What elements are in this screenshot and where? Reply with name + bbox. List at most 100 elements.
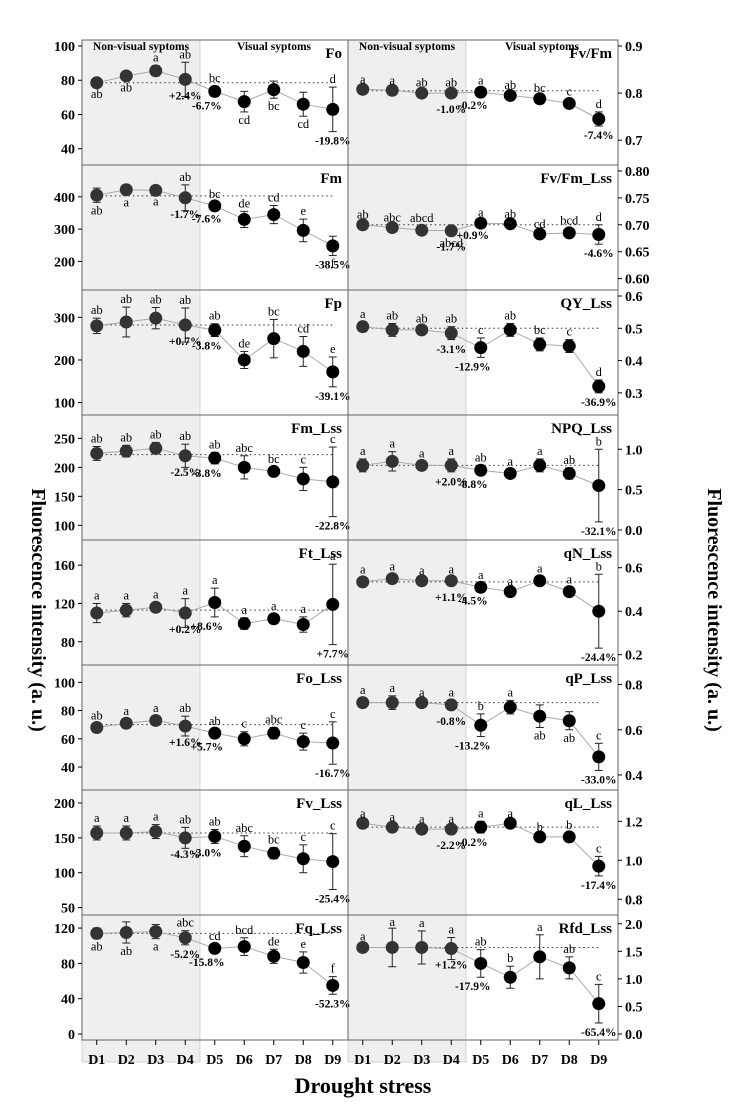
significance-letter: c: [596, 728, 602, 742]
data-point-D9: [326, 855, 340, 869]
data-point-D6: [237, 460, 251, 474]
data-point-D7: [533, 458, 547, 472]
significance-letter: a: [360, 72, 366, 86]
data-point-D5: [208, 941, 222, 955]
significance-letter: a: [123, 588, 129, 602]
percent-change-label: -2.5%: [170, 467, 200, 479]
y-tick-label: 80: [61, 957, 75, 972]
data-point-D3: [415, 458, 429, 472]
significance-letter: a: [507, 454, 513, 468]
data-point-D5: [208, 596, 222, 609]
data-point-D1: [90, 188, 104, 202]
data-point-D6: [237, 95, 251, 109]
y-tick-label: 40: [61, 143, 75, 158]
significance-letter: ab: [445, 312, 457, 326]
data-point-D5: [208, 829, 222, 843]
panel-title: Fo: [325, 46, 342, 62]
data-point-D4: [444, 224, 458, 238]
significance-letter: abc: [177, 916, 195, 930]
data-point-D2: [385, 940, 399, 954]
significance-letter: bc: [209, 71, 221, 85]
significance-letter: a: [448, 812, 454, 826]
y-tick-label: 0.3: [625, 387, 643, 402]
panel-title: Ft_Lss: [299, 546, 343, 562]
significance-letter: ab: [179, 170, 191, 184]
data-point-D9: [592, 859, 606, 873]
significance-letter: c: [478, 323, 484, 337]
data-point-D5: [208, 726, 222, 740]
y-tick-label: 100: [54, 867, 75, 882]
significance-letter: abc: [236, 441, 254, 455]
data-point-D2: [385, 820, 399, 834]
data-point-D8: [562, 226, 576, 240]
significance-letter: bcd: [235, 923, 254, 937]
significance-letter: a: [94, 588, 100, 602]
y-tick-label: 0.8: [625, 87, 643, 102]
x-tick-label-D8: D8: [561, 1053, 578, 1068]
data-point-D1: [90, 606, 104, 620]
x-tick-label-D4: D4: [443, 1053, 460, 1068]
data-point-D1: [90, 446, 104, 460]
y-tick-label: 400: [54, 191, 75, 206]
percent-change-label: -13.2%: [455, 741, 490, 753]
data-point-D7: [533, 92, 547, 106]
data-point-D6: [503, 88, 517, 102]
data-point-D8: [562, 96, 576, 110]
x-tick-label-D5: D5: [206, 1053, 223, 1068]
significance-letter: ab: [504, 308, 516, 322]
data-point-D5: [474, 463, 488, 477]
x-tick-label-D1: D1: [88, 1053, 105, 1068]
significance-letter: ab: [416, 312, 428, 326]
significance-letter: c: [566, 325, 572, 339]
significance-letter: a: [212, 573, 218, 587]
y-tick-label: 80: [61, 636, 75, 651]
significance-letter: de: [268, 934, 280, 948]
percent-change-label: -17.4%: [581, 880, 616, 892]
x-tick-label-D5: D5: [472, 1053, 489, 1068]
data-point-D8: [296, 618, 310, 632]
x-axis-title: Drought stress: [295, 1073, 432, 1098]
significance-letter: c: [596, 841, 602, 855]
panel-title: Fm: [320, 171, 342, 187]
y-tick-label: 1.5: [625, 945, 643, 960]
data-point-D3: [149, 825, 163, 839]
x-tick-label-D9: D9: [590, 1053, 607, 1068]
data-point-D3: [415, 223, 429, 237]
y-tick-label: 100: [54, 676, 75, 691]
significance-letter: a: [182, 584, 188, 598]
y-tick-label: 0.8: [625, 893, 643, 908]
significance-letter: a: [123, 196, 129, 210]
y-tick-label: 0.4: [625, 769, 643, 784]
significance-letter: c: [241, 717, 247, 731]
y-tick-label: 250: [54, 432, 75, 447]
data-point-D8: [296, 344, 310, 358]
data-point-D3: [415, 822, 429, 836]
data-point-D7: [267, 726, 281, 740]
panel-title: QY_Lss: [560, 296, 612, 312]
nonvisual-shade-2: [347, 39, 467, 1063]
data-point-D3: [415, 696, 429, 710]
data-point-D2: [385, 83, 399, 97]
percent-change-label: +2.4%: [169, 90, 201, 102]
data-point-D1: [356, 575, 370, 589]
panel-title: Rfd_Lss: [559, 921, 613, 937]
significance-letter: bc: [268, 99, 280, 113]
significance-letter: a: [389, 915, 395, 929]
data-point-D6: [503, 816, 517, 830]
significance-letter: cd: [268, 191, 281, 205]
y-tick-label: 50: [61, 902, 75, 917]
data-point-D9: [592, 379, 606, 393]
data-point-D7: [533, 227, 547, 241]
data-point-D5: [474, 85, 488, 99]
percent-change-label: -5.2%: [170, 949, 200, 961]
data-point-D4: [178, 191, 192, 205]
y-tick-label: 40: [61, 761, 75, 776]
data-point-D8: [296, 955, 310, 969]
data-point-D8: [562, 585, 576, 599]
significance-letter: bc: [534, 81, 546, 95]
significance-letter: c: [300, 718, 306, 732]
